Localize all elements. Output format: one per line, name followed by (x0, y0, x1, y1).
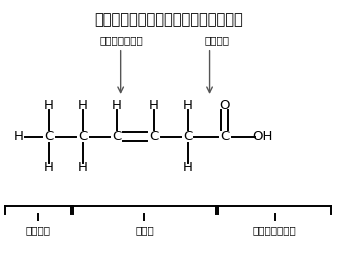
Text: H: H (78, 99, 88, 112)
Text: C: C (44, 130, 54, 143)
Text: カルボキシル基: カルボキシル基 (253, 225, 296, 235)
Text: 一重結合: 一重結合 (204, 35, 230, 45)
Text: C: C (149, 130, 159, 143)
Text: H: H (112, 99, 122, 112)
Text: C: C (112, 130, 121, 143)
Text: C: C (220, 130, 230, 143)
Text: O: O (219, 99, 230, 112)
Text: H: H (14, 130, 24, 143)
Text: 脂肪酸中の炭素の二重結合と一重結合: 脂肪酸中の炭素の二重結合と一重結合 (95, 12, 243, 27)
Text: H: H (183, 161, 193, 174)
Text: C: C (183, 130, 192, 143)
Text: 炭素鎖: 炭素鎖 (135, 225, 154, 235)
Text: H: H (44, 99, 54, 112)
Text: H: H (183, 99, 193, 112)
Text: H: H (149, 99, 159, 112)
Text: H: H (44, 161, 54, 174)
Text: C: C (78, 130, 88, 143)
Text: OH: OH (252, 130, 272, 143)
Text: メチル基: メチル基 (26, 225, 50, 235)
Text: H: H (78, 161, 88, 174)
Text: 炭素の二重結合: 炭素の二重結合 (100, 35, 143, 45)
